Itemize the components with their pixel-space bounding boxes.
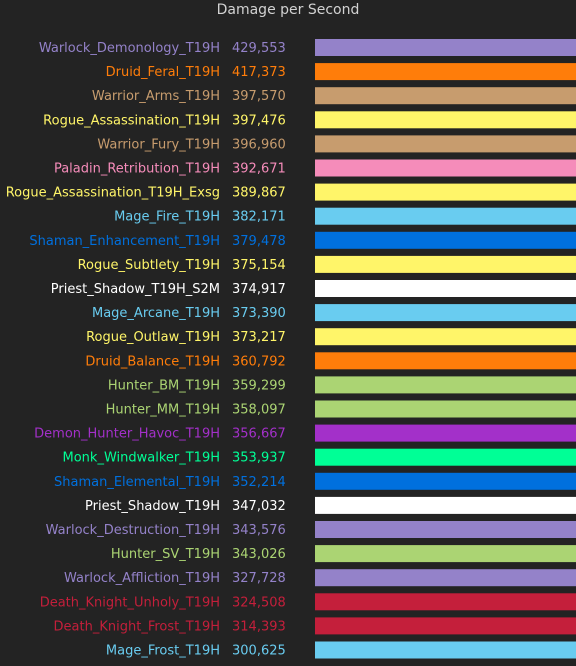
series-label: Warrior_Fury_T19H bbox=[97, 137, 220, 152]
bar bbox=[315, 545, 576, 563]
bar bbox=[315, 400, 576, 418]
value-label: 379,478 bbox=[232, 234, 286, 249]
bar bbox=[315, 641, 576, 659]
value-label: 396,960 bbox=[232, 137, 286, 152]
value-label: 352,214 bbox=[232, 475, 286, 490]
bar bbox=[315, 207, 576, 225]
bar bbox=[315, 352, 576, 370]
bar bbox=[315, 448, 576, 466]
bar bbox=[315, 617, 576, 635]
value-label: 374,917 bbox=[232, 282, 286, 297]
series-label: Mage_Frost_T19H bbox=[106, 644, 220, 659]
bar bbox=[315, 183, 576, 201]
bar bbox=[315, 63, 576, 81]
series-label: Priest_Shadow_T19H_S2M bbox=[51, 282, 220, 297]
value-label: 300,625 bbox=[232, 644, 286, 659]
bar bbox=[315, 376, 576, 394]
value-label: 324,508 bbox=[232, 595, 286, 610]
value-label: 343,576 bbox=[232, 523, 286, 538]
series-label: Rogue_Assassination_T19H_Exsg bbox=[6, 186, 220, 201]
value-label: 373,217 bbox=[232, 330, 286, 345]
series-label: Monk_Windwalker_T19H bbox=[63, 451, 221, 466]
value-label: 382,171 bbox=[232, 210, 286, 225]
series-label: Demon_Hunter_Havoc_T19H bbox=[34, 427, 220, 442]
bar bbox=[315, 280, 576, 297]
value-label: 314,393 bbox=[232, 619, 286, 634]
series-label: Hunter_MM_T19H bbox=[106, 403, 220, 418]
series-label: Rogue_Subtlety_T19H bbox=[78, 258, 220, 273]
series-label: Priest_Shadow_T19H bbox=[85, 499, 220, 514]
bar bbox=[315, 424, 576, 442]
bar bbox=[315, 39, 576, 56]
series-label: Warrior_Arms_T19H bbox=[92, 89, 220, 104]
series-label: Paladin_Retribution_T19H bbox=[54, 162, 220, 177]
series-label: Mage_Fire_T19H bbox=[114, 210, 220, 225]
series-label: Rogue_Assassination_T19H bbox=[43, 113, 220, 128]
bar bbox=[315, 231, 576, 249]
bar bbox=[315, 255, 576, 273]
bar bbox=[315, 593, 576, 611]
bar-rows: Warlock_Demonology_T19H 429,553 Druid_Fera… bbox=[6, 39, 576, 659]
value-label: 343,026 bbox=[232, 547, 286, 562]
bar bbox=[315, 328, 576, 346]
bar bbox=[315, 496, 576, 514]
series-label: Rogue_Outlaw_T19H bbox=[86, 330, 220, 345]
series-label: Warlock_Affliction_T19H bbox=[64, 571, 220, 586]
value-label: 373,390 bbox=[232, 306, 286, 321]
value-label: 397,570 bbox=[232, 89, 286, 104]
bar bbox=[315, 304, 576, 322]
bar bbox=[315, 87, 576, 105]
value-label: 359,299 bbox=[232, 378, 286, 393]
bar bbox=[315, 135, 576, 153]
bar bbox=[315, 111, 576, 129]
series-label: Hunter_SV_T19H bbox=[111, 547, 220, 562]
value-label: 358,097 bbox=[232, 403, 286, 418]
series-label: Death_Knight_Frost_T19H bbox=[54, 619, 220, 634]
value-label: 353,937 bbox=[232, 451, 286, 466]
bar bbox=[315, 521, 576, 538]
value-label: 360,792 bbox=[232, 354, 286, 369]
chart-title: Damage per Second bbox=[217, 2, 360, 18]
value-label: 347,032 bbox=[232, 499, 286, 514]
series-label: Druid_Balance_T19H bbox=[85, 354, 220, 369]
series-label: Death_Knight_Unholy_T19H bbox=[40, 595, 220, 610]
value-label: 327,728 bbox=[232, 571, 286, 586]
value-label: 356,667 bbox=[232, 427, 286, 442]
value-label: 392,671 bbox=[232, 162, 286, 177]
series-label: Warlock_Destruction_T19H bbox=[46, 523, 220, 538]
series-label: Hunter_BM_T19H bbox=[108, 378, 220, 393]
series-label: Warlock_Demonology_T19H bbox=[39, 41, 220, 56]
value-label: 389,867 bbox=[232, 186, 286, 201]
series-label: Druid_Feral_T19H bbox=[106, 65, 220, 80]
series-label: Mage_Arcane_T19H bbox=[92, 306, 220, 321]
value-label: 375,154 bbox=[232, 258, 286, 273]
value-label: 417,373 bbox=[232, 65, 286, 80]
value-label: 429,553 bbox=[232, 41, 286, 56]
bar bbox=[315, 159, 576, 177]
bar bbox=[315, 569, 576, 587]
value-label: 397,476 bbox=[232, 113, 286, 128]
series-label: Shaman_Elemental_T19H bbox=[54, 475, 220, 490]
bar bbox=[315, 472, 576, 490]
series-label: Shaman_Enhancement_T19H bbox=[29, 234, 220, 249]
